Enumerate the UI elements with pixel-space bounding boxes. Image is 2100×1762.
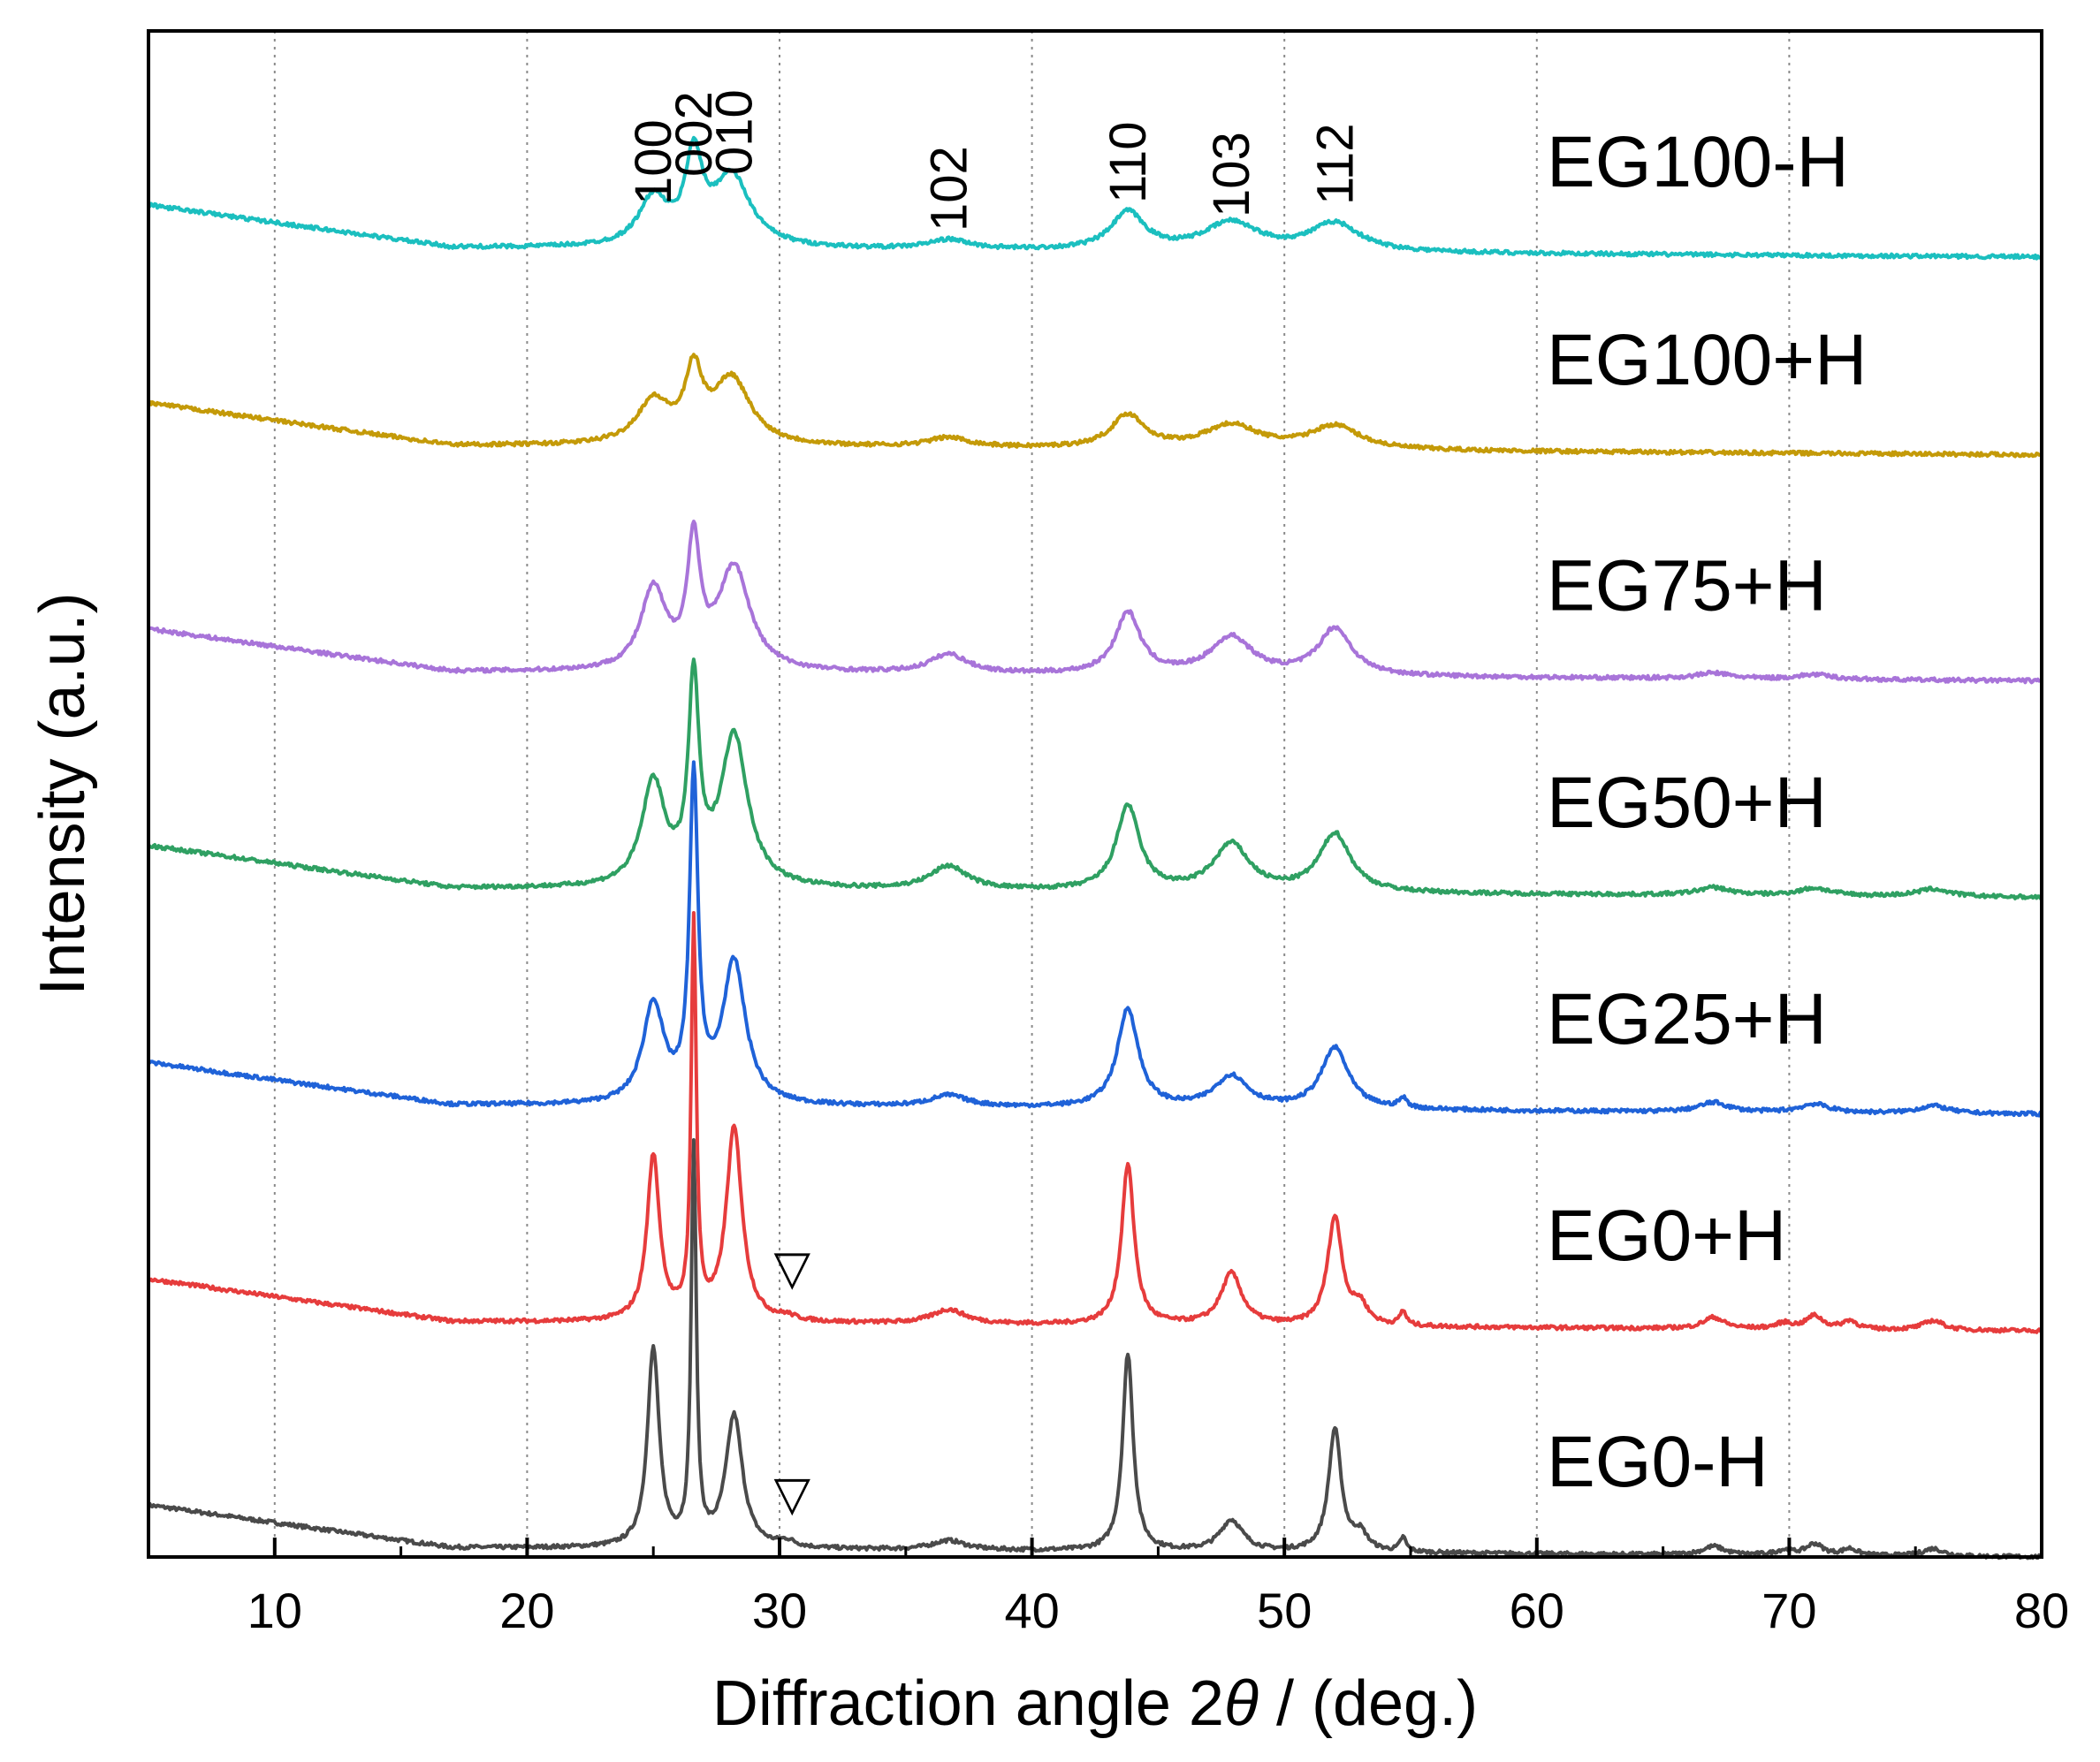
x-axis-title-text: Diffraction angle 2 bbox=[712, 1668, 1224, 1739]
hkl-label: 010 bbox=[706, 89, 764, 175]
x-tick-label: 80 bbox=[2014, 1583, 2069, 1638]
x-tick-label: 40 bbox=[1004, 1583, 1059, 1638]
x-axis-tick-labels: 10 20 30 40 50 60 70 80 bbox=[247, 1583, 2069, 1638]
x-tick-label: 10 bbox=[247, 1583, 302, 1638]
series-line bbox=[148, 520, 2043, 685]
sample-label: EG100-H bbox=[1547, 122, 1849, 202]
hkl-label: 100 bbox=[625, 119, 682, 205]
sample-label: EG0+H bbox=[1547, 1196, 1786, 1276]
x-tick-label: 60 bbox=[1510, 1583, 1564, 1638]
hkl-label: 112 bbox=[1306, 124, 1364, 205]
hkl-label: 002 bbox=[666, 91, 723, 177]
sample-label: EG75+H bbox=[1547, 546, 1827, 627]
curves bbox=[147, 135, 2043, 1561]
x-axis-title: Diffraction angle 2θ / (deg.) bbox=[712, 1668, 1478, 1739]
x-tick-label: 30 bbox=[752, 1583, 807, 1638]
series-line bbox=[147, 353, 2043, 459]
series-line bbox=[148, 135, 2043, 261]
plot-frame bbox=[147, 29, 2043, 1559]
marker-triangle: ▽ bbox=[774, 1468, 811, 1521]
x-axis-title-symbol: θ bbox=[1224, 1668, 1259, 1739]
x-tick-label: 20 bbox=[499, 1583, 554, 1638]
marker-triangle: ▽ bbox=[774, 1242, 811, 1295]
hkl-label: 103 bbox=[1203, 132, 1260, 217]
sample-label: EG25+H bbox=[1547, 979, 1827, 1059]
sample-label: EG50+H bbox=[1547, 763, 1827, 843]
x-axis-ticks bbox=[147, 1538, 2043, 1557]
sample-label: EG0-H bbox=[1547, 1422, 1769, 1502]
series-line bbox=[148, 760, 2043, 1118]
x-tick-label: 70 bbox=[1761, 1583, 1816, 1638]
series-line bbox=[147, 1138, 2043, 1561]
peak-markers: ▽▽ bbox=[774, 1242, 811, 1521]
x-tick-label: 50 bbox=[1257, 1583, 1312, 1638]
series-line bbox=[147, 911, 2043, 1334]
hkl-label: 110 bbox=[1099, 122, 1157, 203]
x-axis-title-unit: / (deg.) bbox=[1259, 1668, 1478, 1739]
y-axis-title: Intensity (a.u.) bbox=[27, 592, 98, 995]
sample-label: EG100+H bbox=[1547, 320, 1867, 400]
sample-labels: EG100-H EG100+H EG75+H EG50+H EG25+H EG0+H EG0… bbox=[1547, 122, 1867, 1502]
series-line bbox=[147, 657, 2043, 900]
hkl-label: 102 bbox=[920, 146, 978, 232]
